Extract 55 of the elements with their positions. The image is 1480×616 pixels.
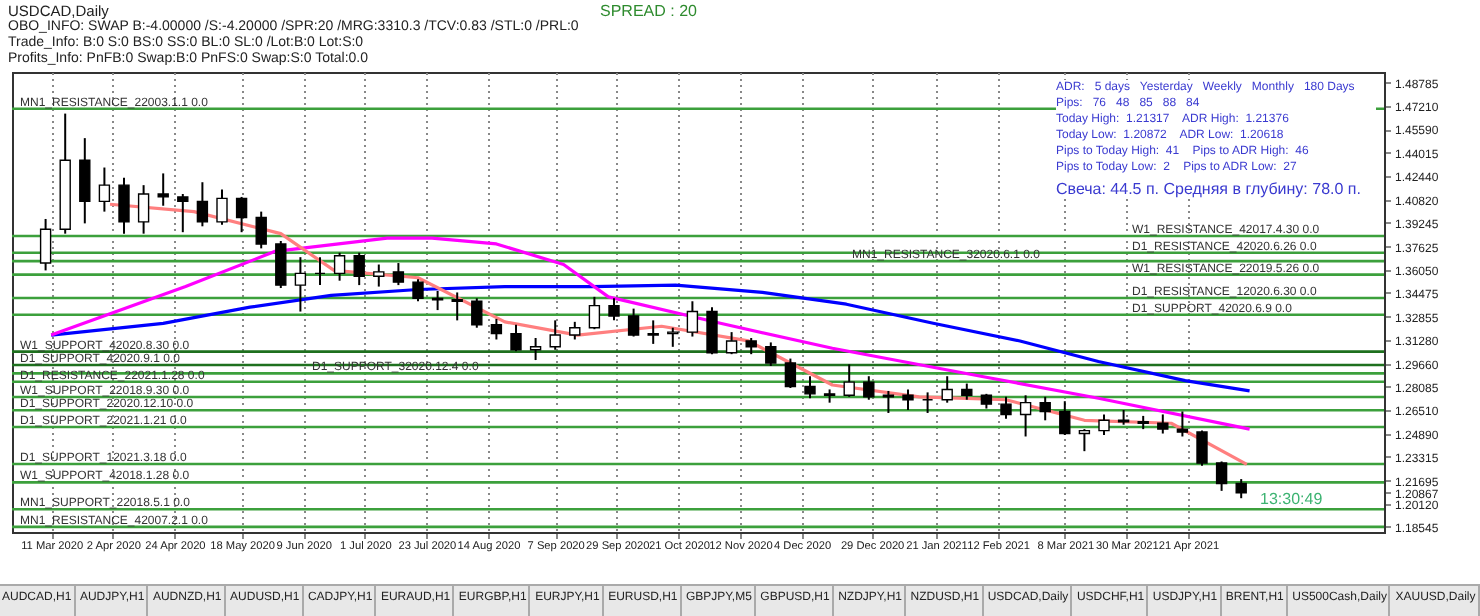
candlestick (706, 306, 718, 356)
candlestick (902, 388, 914, 412)
candlestick (1196, 429, 1208, 467)
candlestick (1176, 410, 1189, 438)
annotation: 13:30:49 (1260, 490, 1323, 508)
candlestick (667, 326, 679, 348)
candlestick (177, 192, 189, 234)
candlestick (529, 337, 542, 362)
candlestick (333, 251, 346, 282)
candlestick (235, 195, 248, 234)
candlestick (1098, 413, 1110, 436)
candlestick (1059, 400, 1071, 436)
candlestick (843, 363, 855, 398)
candlestick (765, 341, 777, 367)
annotation: Свеча: 44.5 п. Средняя в глубину: 78.0 п. (1056, 180, 1363, 198)
candlestick (608, 297, 620, 322)
candlestick (686, 300, 699, 338)
candlestick (647, 319, 659, 345)
candlestick (1000, 395, 1012, 420)
candlestick (118, 176, 130, 235)
candlestick (863, 375, 875, 401)
candlestick (294, 256, 307, 313)
candlestick (1039, 395, 1051, 422)
candlestick (98, 166, 111, 213)
candlestick (1215, 460, 1228, 492)
candlestick (510, 323, 522, 353)
candlestick (392, 262, 405, 287)
candlestick (725, 331, 738, 356)
candlestick (275, 240, 287, 290)
candlestick (314, 256, 326, 287)
candlestick (1078, 428, 1091, 453)
candlestick (412, 278, 424, 303)
text: SPREAD : 20 (600, 2, 697, 20)
candlestick (921, 391, 934, 414)
candlestick (1157, 413, 1169, 435)
candlestick (216, 188, 228, 226)
candlestick (490, 317, 503, 341)
candlestick (784, 357, 797, 389)
candlestick (471, 297, 483, 329)
candlestick (255, 210, 267, 250)
candlestick (549, 319, 561, 351)
candlestick (627, 307, 640, 338)
candlestick (804, 375, 816, 400)
candlestick (196, 181, 209, 228)
candlestick (79, 137, 91, 225)
candlestick (588, 295, 601, 331)
candlestick (1235, 478, 1247, 500)
candlestick (39, 217, 52, 272)
candlestick (451, 291, 463, 322)
candlestick (1019, 394, 1032, 438)
candlestick (137, 184, 150, 235)
candlestick (157, 172, 169, 207)
candlestick (941, 375, 953, 404)
candlestick (373, 263, 385, 288)
candlestick (353, 251, 365, 287)
